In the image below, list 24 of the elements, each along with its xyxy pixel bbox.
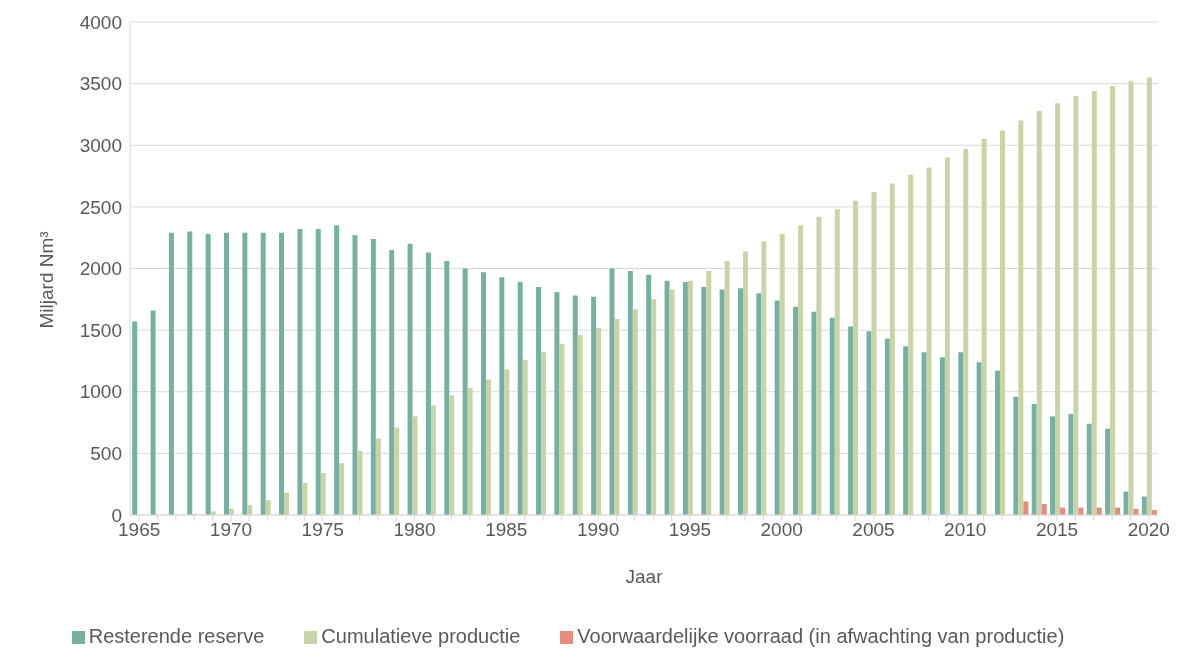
- y-tick-label: 3000: [79, 134, 122, 156]
- x-tick-label: 1985: [485, 519, 528, 541]
- y-tick-label: 2500: [79, 196, 122, 218]
- legend-label: Cumulatieve productie: [321, 625, 521, 647]
- x-tick-label: 1990: [576, 519, 620, 541]
- x-tick-label: 2005: [852, 519, 895, 541]
- y-tick-label: 2000: [79, 258, 122, 280]
- x-tick-label: 2015: [1035, 519, 1079, 541]
- y-tick-label: 3500: [79, 73, 122, 95]
- y-tick-label: 4000: [79, 11, 122, 33]
- x-tick-label: 1995: [668, 519, 712, 541]
- y-tick-label: 1000: [79, 381, 122, 403]
- x-tick-label: 1975: [301, 519, 344, 541]
- x-axis-title: Jaar: [625, 566, 664, 587]
- x-tick-label: 2020: [1127, 519, 1170, 541]
- x-tick-label: 1970: [209, 519, 253, 541]
- x-tick-label: 1980: [393, 519, 436, 541]
- x-tick-label: 2000: [760, 519, 803, 541]
- y-axis-title: Miljard Nm³: [35, 231, 57, 329]
- x-tick-label: 2010: [944, 519, 987, 541]
- y-tick-label: 1500: [79, 319, 122, 341]
- legend-label: Voorwaardelijke voorraad (in afwachting van productie): [577, 625, 1065, 647]
- y-tick-label: 500: [90, 443, 122, 465]
- legend-label: Resterende reserve: [88, 625, 265, 647]
